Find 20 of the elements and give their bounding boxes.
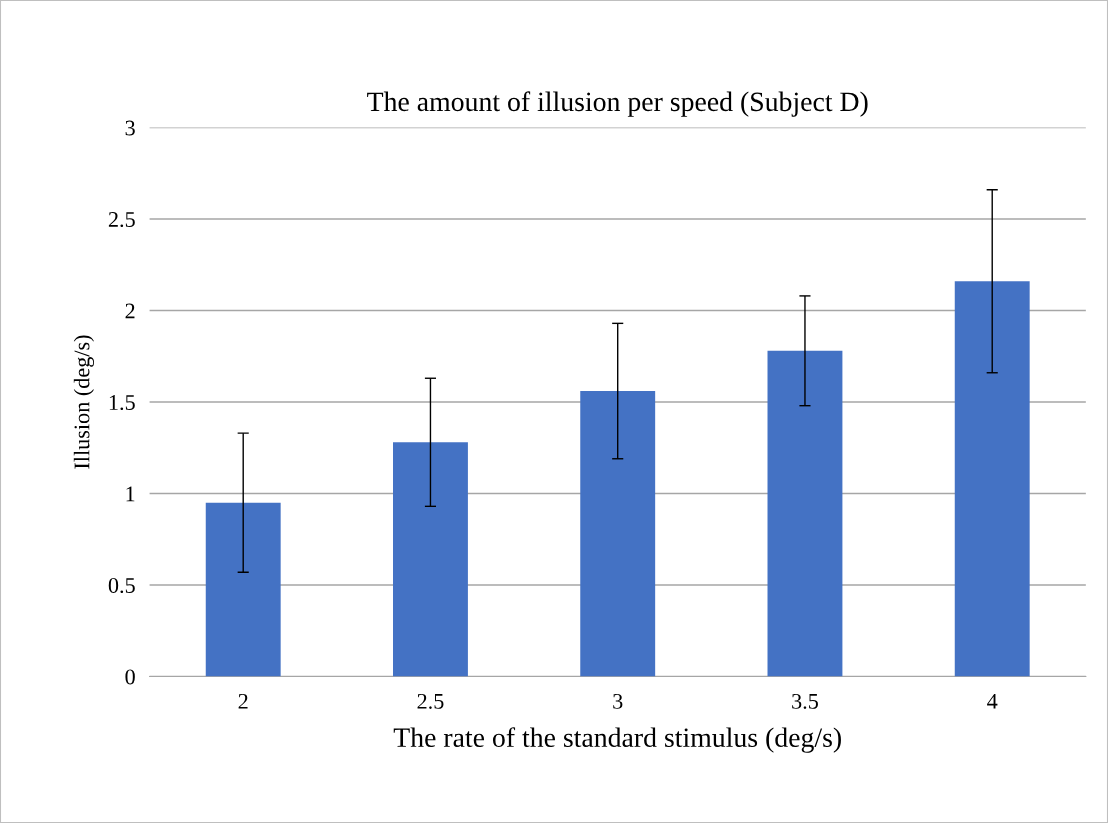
y-tick-label: 1 [126,486,135,502]
y-tick-label: 2 [125,303,135,319]
bar [580,391,656,677]
chart-title: The amount of illusion per speed (Subject D) [367,91,868,117]
y-tick-label: 0.5 [108,577,135,594]
y-tick-label: 1.5 [109,395,135,411]
x-axis-title: The rate of the standard stimulus (deg/s) [393,727,841,753]
y-axis-title: Illusion (deg/s) [73,335,95,469]
x-tick-label: 2.5 [417,693,444,709]
bar [205,502,281,677]
x-tick-label: 2 [238,693,248,709]
bar [767,350,843,677]
x-tick-label: 3 [613,693,623,709]
bar [954,281,1030,677]
bar [393,442,468,677]
y-tick-label: 2.5 [108,212,135,228]
x-tick-label: 4 [987,693,998,709]
y-tick-label: 3 [125,120,135,136]
y-tick-label: 0 [125,669,135,685]
x-tick-label: 3.5 [792,693,818,709]
